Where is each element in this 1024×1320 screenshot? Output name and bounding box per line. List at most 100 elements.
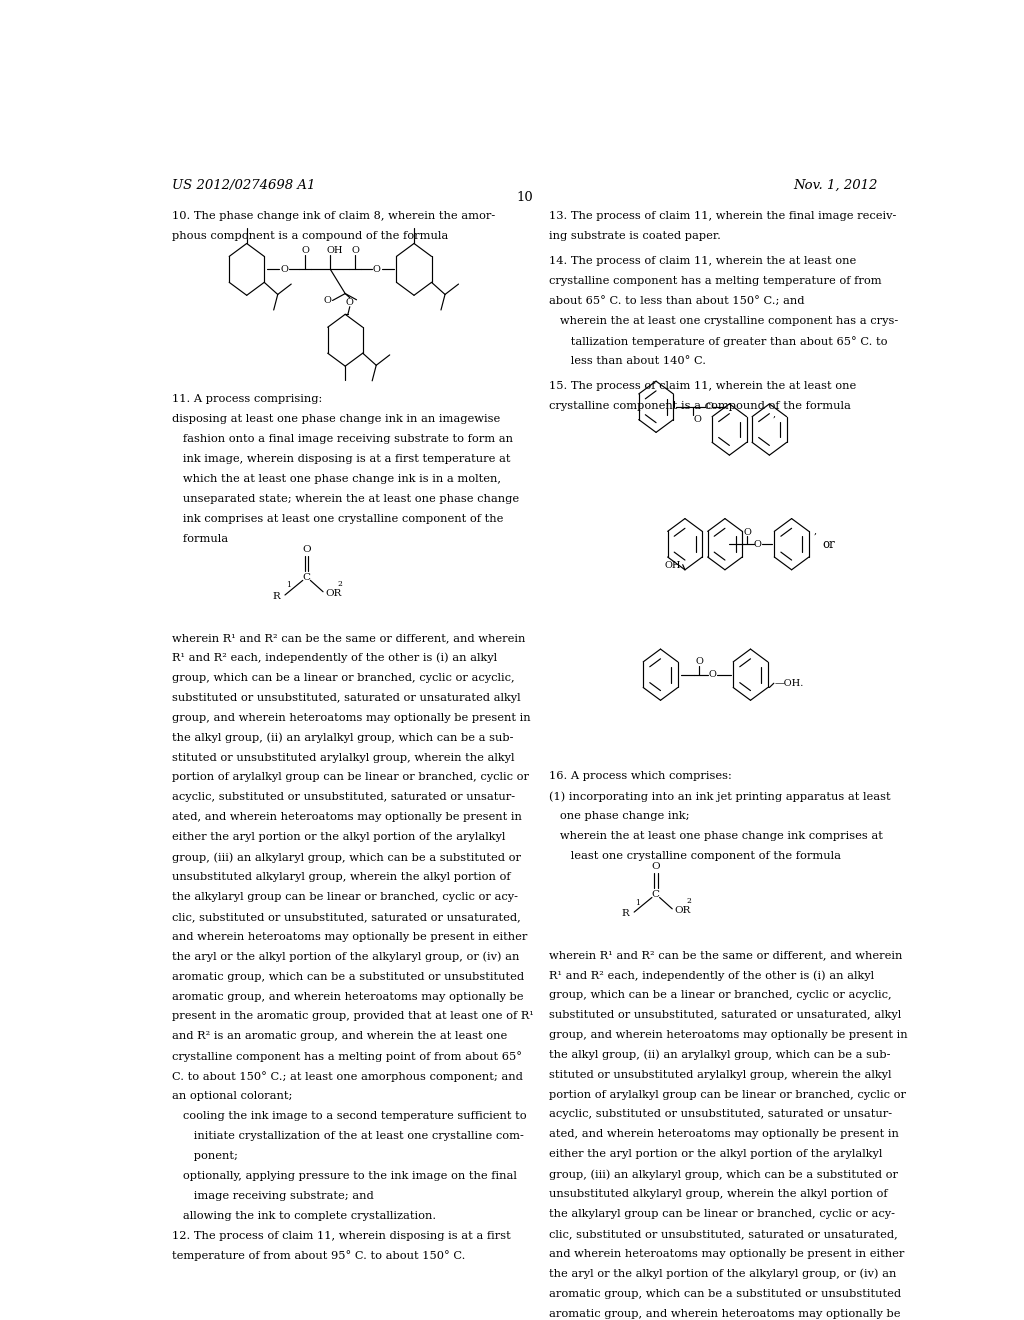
- Text: stituted or unsubstituted arylalkyl group, wherein the alkyl: stituted or unsubstituted arylalkyl grou…: [172, 752, 514, 763]
- Text: O: O: [693, 414, 701, 424]
- Text: one phase change ink;: one phase change ink;: [549, 810, 689, 821]
- Text: (1) incorporating into an ink jet printing apparatus at least: (1) incorporating into an ink jet printi…: [549, 791, 890, 801]
- Text: the alkylaryl group can be linear or branched, cyclic or acy-: the alkylaryl group can be linear or bra…: [172, 892, 518, 902]
- Text: O: O: [373, 265, 381, 273]
- Text: O: O: [324, 296, 332, 305]
- Text: the aryl or the alkyl portion of the alkylaryl group, or (iv) an: the aryl or the alkyl portion of the alk…: [172, 952, 519, 962]
- Text: ponent;: ponent;: [172, 1151, 238, 1160]
- Text: unsubstituted alkylaryl group, wherein the alkyl portion of: unsubstituted alkylaryl group, wherein t…: [549, 1189, 887, 1199]
- Text: and wherein heteroatoms may optionally be present in either: and wherein heteroatoms may optionally b…: [549, 1249, 904, 1259]
- Text: tallization temperature of greater than about 65° C. to: tallization temperature of greater than …: [549, 335, 887, 347]
- Text: disposing at least one phase change ink in an imagewise: disposing at least one phase change ink …: [172, 414, 500, 424]
- Text: aromatic group, and wherein heteroatoms may optionally be: aromatic group, and wherein heteroatoms …: [172, 991, 523, 1002]
- Text: substituted or unsubstituted, saturated or unsaturated, alkyl: substituted or unsubstituted, saturated …: [549, 1010, 901, 1020]
- Text: ink comprises at least one crystalline component of the: ink comprises at least one crystalline c…: [172, 513, 503, 524]
- Text: which the at least one phase change ink is in a molten,: which the at least one phase change ink …: [172, 474, 501, 484]
- Text: phous component is a compound of the formula: phous component is a compound of the for…: [172, 231, 447, 242]
- Text: OR: OR: [326, 589, 342, 598]
- Text: 12. The process of claim 11, wherein disposing is at a first: 12. The process of claim 11, wherein dis…: [172, 1230, 510, 1241]
- Text: R¹ and R² each, independently of the other is (i) an alkyl: R¹ and R² each, independently of the oth…: [172, 653, 497, 664]
- Text: crystalline component has a melting temperature of from: crystalline component has a melting temp…: [549, 276, 882, 286]
- Text: aromatic group, and wherein heteroatoms may optionally be: aromatic group, and wherein heteroatoms …: [549, 1308, 900, 1319]
- Text: acyclic, substituted or unsubstituted, saturated or unsatur-: acyclic, substituted or unsubstituted, s…: [172, 792, 515, 803]
- Text: an optional colorant;: an optional colorant;: [172, 1092, 292, 1101]
- Text: clic, substituted or unsubstituted, saturated or unsaturated,: clic, substituted or unsubstituted, satu…: [549, 1229, 897, 1239]
- Text: image receiving substrate; and: image receiving substrate; and: [172, 1191, 374, 1201]
- Text: the alkyl group, (ii) an arylalkyl group, which can be a sub-: the alkyl group, (ii) an arylalkyl group…: [549, 1049, 890, 1060]
- Text: 11. A process comprising:: 11. A process comprising:: [172, 395, 322, 404]
- Text: C. to about 150° C.; at least one amorphous component; and: C. to about 150° C.; at least one amorph…: [172, 1072, 522, 1082]
- Text: 13. The process of claim 11, wherein the final image receiv-: 13. The process of claim 11, wherein the…: [549, 211, 896, 222]
- Text: ,: ,: [772, 409, 775, 418]
- Text: 1: 1: [286, 582, 291, 590]
- Text: O: O: [695, 657, 703, 667]
- Text: about 65° C. to less than about 150° C.; and: about 65° C. to less than about 150° C.;…: [549, 296, 804, 306]
- Text: and wherein heteroatoms may optionally be present in either: and wherein heteroatoms may optionally b…: [172, 932, 527, 941]
- Text: —OH.: —OH.: [775, 678, 804, 688]
- Text: wherein the at least one crystalline component has a crys-: wherein the at least one crystalline com…: [549, 315, 898, 326]
- Text: unsubstituted alkylaryl group, wherein the alkyl portion of: unsubstituted alkylaryl group, wherein t…: [172, 873, 510, 882]
- Text: or: or: [822, 537, 836, 550]
- Text: portion of arylalkyl group can be linear or branched, cyclic or: portion of arylalkyl group can be linear…: [172, 772, 528, 783]
- Text: temperature of from about 95° C. to about 150° C.: temperature of from about 95° C. to abou…: [172, 1250, 465, 1262]
- Text: aromatic group, which can be a substituted or unsubstituted: aromatic group, which can be a substitut…: [549, 1288, 901, 1299]
- Text: 10. The phase change ink of claim 8, wherein the amor-: 10. The phase change ink of claim 8, whe…: [172, 211, 495, 222]
- Text: O: O: [709, 671, 717, 680]
- Text: O: O: [705, 403, 713, 412]
- Text: ,: ,: [813, 527, 816, 536]
- Text: fashion onto a final image receiving substrate to form an: fashion onto a final image receiving sub…: [172, 434, 513, 445]
- Text: stituted or unsubstituted arylalkyl group, wherein the alkyl: stituted or unsubstituted arylalkyl grou…: [549, 1069, 891, 1080]
- Text: group, and wherein heteroatoms may optionally be present in: group, and wherein heteroatoms may optio…: [549, 1030, 907, 1040]
- Text: present in the aromatic group, provided that at least one of R¹: present in the aromatic group, provided …: [172, 1011, 534, 1022]
- Text: unseparated state; wherein the at least one phase change: unseparated state; wherein the at least …: [172, 494, 519, 504]
- Text: ing substrate is coated paper.: ing substrate is coated paper.: [549, 231, 721, 242]
- Text: O: O: [754, 540, 762, 549]
- Text: O: O: [743, 528, 752, 537]
- Text: C: C: [302, 573, 310, 582]
- Text: 1: 1: [635, 899, 640, 907]
- Text: aromatic group, which can be a substituted or unsubstituted: aromatic group, which can be a substitut…: [172, 972, 523, 982]
- Text: R: R: [622, 909, 629, 919]
- Text: least one crystalline component of the formula: least one crystalline component of the f…: [549, 851, 841, 861]
- Text: group, which can be a linear or branched, cyclic or acyclic,: group, which can be a linear or branched…: [549, 990, 891, 1001]
- Text: 2: 2: [687, 896, 691, 904]
- Text: ated, and wherein heteroatoms may optionally be present in: ated, and wherein heteroatoms may option…: [172, 812, 521, 822]
- Text: either the aryl portion or the alkyl portion of the arylalkyl: either the aryl portion or the alkyl por…: [172, 832, 505, 842]
- Text: portion of arylalkyl group can be linear or branched, cyclic or: portion of arylalkyl group can be linear…: [549, 1089, 905, 1100]
- Text: cooling the ink image to a second temperature sufficient to: cooling the ink image to a second temper…: [172, 1111, 526, 1121]
- Text: allowing the ink to complete crystallization.: allowing the ink to complete crystalliza…: [172, 1210, 436, 1221]
- Text: O: O: [346, 298, 353, 306]
- Text: O: O: [351, 246, 359, 255]
- Text: wherein the at least one phase change ink comprises at: wherein the at least one phase change in…: [549, 832, 883, 841]
- Text: OH: OH: [327, 246, 343, 255]
- Text: wherein R¹ and R² can be the same or different, and wherein: wherein R¹ and R² can be the same or dif…: [549, 950, 902, 960]
- Text: the alkyl group, (ii) an arylalkyl group, which can be a sub-: the alkyl group, (ii) an arylalkyl group…: [172, 733, 513, 743]
- Text: group, (iii) an alkylaryl group, which can be a substituted or: group, (iii) an alkylaryl group, which c…: [172, 853, 520, 863]
- Text: group, and wherein heteroatoms may optionally be present in: group, and wherein heteroatoms may optio…: [172, 713, 530, 722]
- Text: 16. A process which comprises:: 16. A process which comprises:: [549, 771, 731, 781]
- Text: either the aryl portion or the alkyl portion of the arylalkyl: either the aryl portion or the alkyl por…: [549, 1150, 882, 1159]
- Text: optionally, applying pressure to the ink image on the final: optionally, applying pressure to the ink…: [172, 1171, 516, 1181]
- Text: OR: OR: [675, 906, 691, 915]
- Text: 14. The process of claim 11, wherein the at least one: 14. The process of claim 11, wherein the…: [549, 256, 856, 267]
- Text: R¹ and R² each, independently of the other is (i) an alkyl: R¹ and R² each, independently of the oth…: [549, 970, 873, 981]
- Text: wherein R¹ and R² can be the same or different, and wherein: wherein R¹ and R² can be the same or dif…: [172, 634, 525, 643]
- Text: US 2012/0274698 A1: US 2012/0274698 A1: [172, 178, 315, 191]
- Text: group, (iii) an alkylaryl group, which can be a substituted or: group, (iii) an alkylaryl group, which c…: [549, 1170, 898, 1180]
- Text: Nov. 1, 2012: Nov. 1, 2012: [794, 178, 878, 191]
- Text: crystalline component is a compound of the formula: crystalline component is a compound of t…: [549, 401, 851, 411]
- Text: acyclic, substituted or unsubstituted, saturated or unsatur-: acyclic, substituted or unsubstituted, s…: [549, 1109, 892, 1119]
- Text: R: R: [272, 593, 280, 601]
- Text: ink image, wherein disposing is at a first temperature at: ink image, wherein disposing is at a fir…: [172, 454, 510, 465]
- Text: O: O: [651, 862, 660, 871]
- Text: 2: 2: [338, 579, 342, 587]
- Text: initiate crystallization of the at least one crystalline com-: initiate crystallization of the at least…: [172, 1131, 523, 1140]
- Text: O: O: [301, 246, 309, 255]
- Text: C: C: [651, 890, 659, 899]
- Text: formula: formula: [172, 533, 227, 544]
- Text: less than about 140° C.: less than about 140° C.: [549, 356, 706, 366]
- Text: group, which can be a linear or branched, cyclic or acyclic,: group, which can be a linear or branched…: [172, 673, 514, 682]
- Text: clic, substituted or unsubstituted, saturated or unsaturated,: clic, substituted or unsubstituted, satu…: [172, 912, 520, 921]
- Text: the alkylaryl group can be linear or branched, cyclic or acy-: the alkylaryl group can be linear or bra…: [549, 1209, 895, 1220]
- Text: crystalline component has a melting point of from about 65°: crystalline component has a melting poin…: [172, 1051, 521, 1063]
